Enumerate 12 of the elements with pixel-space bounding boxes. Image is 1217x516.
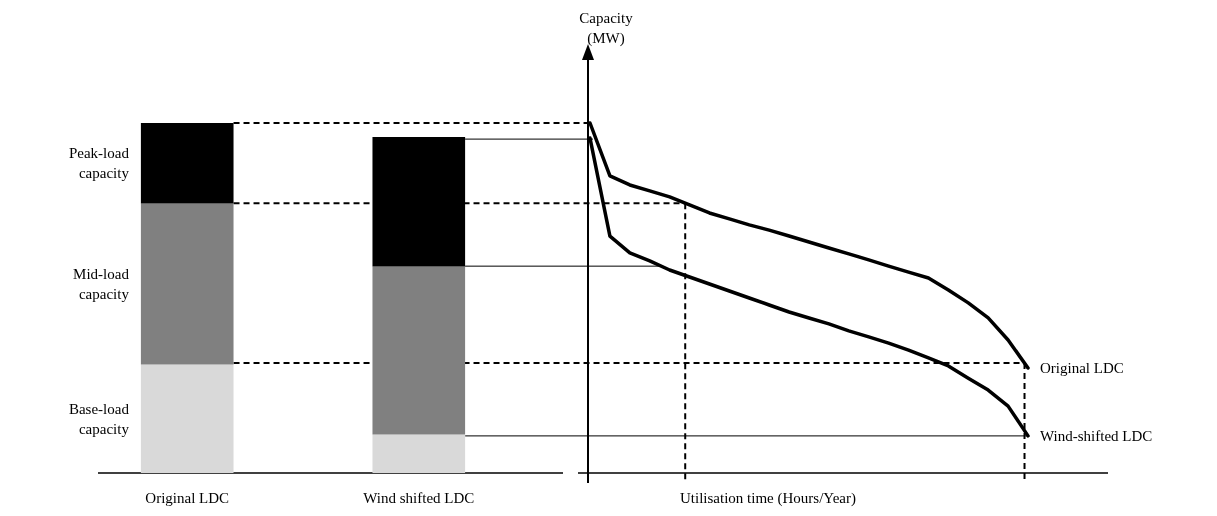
series-label: Peak-load capacity: [68, 145, 130, 182]
bar: [140, 203, 234, 365]
y-axis-title: Capacity (MW): [579, 10, 634, 47]
series-label: Base-load capacity: [68, 400, 130, 437]
bar: [372, 266, 466, 435]
x-tick-label: Wind shifted LDC: [363, 490, 475, 506]
series-label: Mid-load capacity: [73, 266, 130, 302]
bar: [140, 364, 234, 473]
series-label: Wind-shifted LDC: [1040, 427, 1153, 444]
series-label: Original LDC: [1040, 360, 1124, 376]
x-axis-title: Utilisation time (Hours/Year): [680, 490, 856, 507]
bar: [372, 434, 466, 473]
